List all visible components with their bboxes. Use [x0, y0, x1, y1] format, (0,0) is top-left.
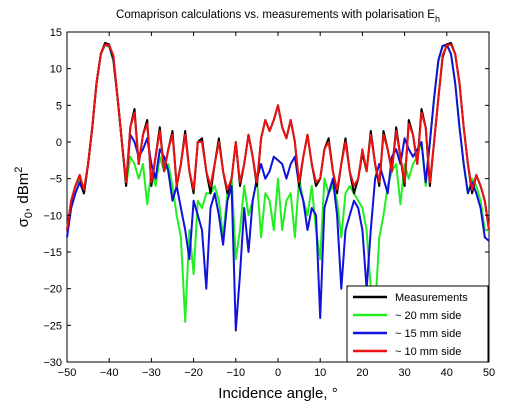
x-tick-label: 0: [275, 367, 281, 379]
legend-entries: Measurements ~ 20 mm side ~ 15 mm side ~ 10…: [353, 292, 468, 358]
x-tick-label: −50: [58, 367, 77, 379]
chart-title-subscript: h: [435, 14, 440, 24]
y-tick-label: 0: [56, 137, 62, 149]
x-tick-label: −40: [100, 367, 119, 379]
y-tick-label: 10: [50, 64, 62, 76]
x-tick-label: −20: [184, 367, 203, 379]
y-tick-label: −30: [43, 357, 62, 369]
x-axis-label: Incidence angle, °: [218, 385, 337, 402]
legend-label: ~ 15 mm side: [395, 328, 461, 340]
legend: Measurements ~ 20 mm side ~ 15 mm side ~ 10…: [346, 285, 489, 363]
x-tick-label: −10: [226, 367, 245, 379]
legend-box: [346, 285, 489, 363]
x-tick-label: 40: [441, 367, 453, 379]
y-tick-label: −20: [43, 284, 62, 296]
y-axis-label: σ0, dBm2: [13, 167, 35, 228]
chart-title: Comaprison calculations vs. measurements…: [116, 9, 440, 24]
x-tick-label: −30: [142, 367, 161, 379]
x-tick-label: 50: [483, 367, 495, 379]
legend-label: ~ 10 mm side: [395, 346, 461, 358]
series-layer: [66, 42, 490, 332]
series-line-4: [66, 43, 490, 231]
y-tick-label: −10: [43, 210, 62, 222]
x-tick-label: 20: [356, 367, 368, 379]
y-tick-label: −25: [43, 320, 62, 332]
tick-layer: −50 −40 −30 −20 −10 0 10 20 30 40 50−30−25−20−15−1…: [43, 27, 495, 379]
x-tick-label: 30: [398, 367, 410, 379]
y-tick-label: 15: [50, 27, 62, 39]
y-tick-label: −5: [49, 174, 62, 186]
y-tick-label: −15: [43, 247, 62, 259]
legend-label: Measurements: [395, 292, 468, 304]
x-tick-label: 10: [314, 367, 326, 379]
legend-label: ~ 20 mm side: [395, 310, 461, 322]
y-tick-label: 5: [56, 100, 62, 112]
